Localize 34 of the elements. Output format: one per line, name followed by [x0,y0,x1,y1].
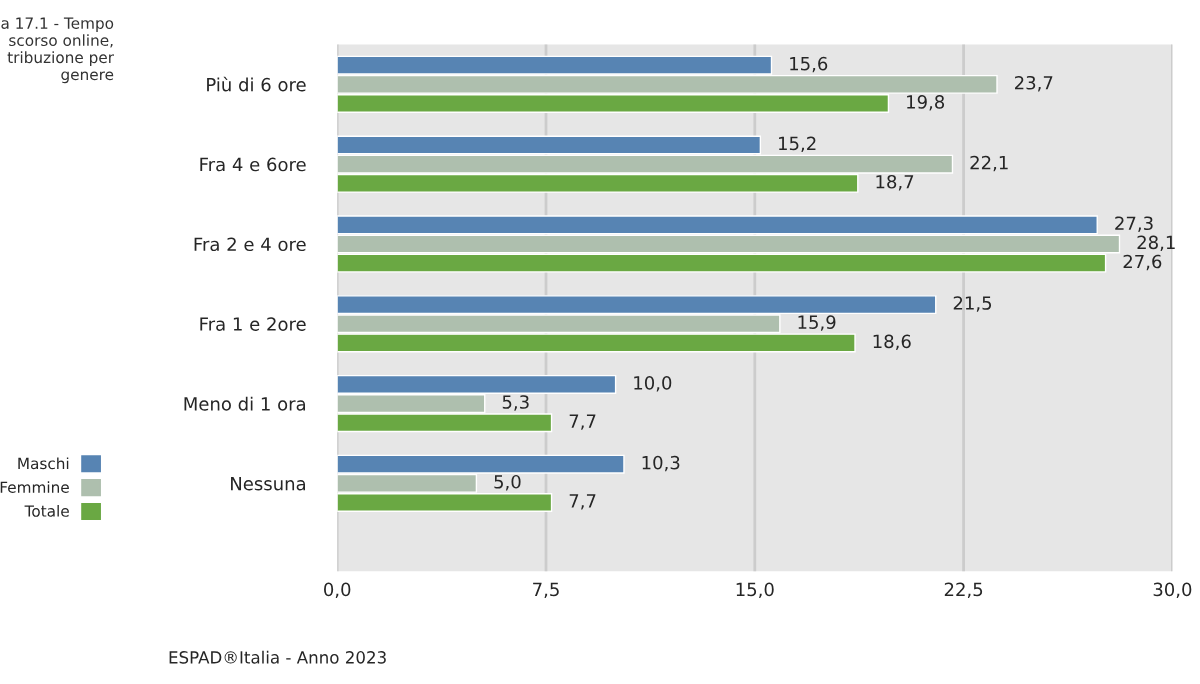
y-tick-label: Nessuna [231,477,306,491]
x-tick-label: 30,0 [1153,582,1192,599]
x-tick-label: 7,5 [533,582,559,599]
data-label: 7,7 [569,414,596,430]
y-tick-label: Meno di 1 ora [184,396,305,411]
data-label: 27,6 [1123,254,1162,271]
x-tick-label: 0,0 [324,582,351,599]
y-tick-label: Fra 1 e 2ore [200,317,306,331]
text: ESPAD®Italia - Anno 2023 [169,650,386,664]
data-label: 27,3 [1115,216,1153,232]
text: a 17.1 - Tempo scorso online, tribuzione per genere [1,17,114,84]
legend-label: Femmine [0,481,69,494]
data-label: 22,1 [970,155,1008,172]
data-label: 10,3 [642,455,680,472]
data-label: 15,9 [798,315,836,331]
data-label: 5,3 [502,395,529,411]
data-label: 10,0 [634,375,672,392]
y-tick-label: Più di 6 ore [207,76,306,92]
data-label: 28,1 [1137,235,1175,252]
data-label: 15,2 [779,136,816,153]
legend-label: Totale [24,504,69,517]
data-label: 23,7 [1015,75,1053,92]
y-tick-label: Fra 2 e 4 ore [194,237,306,252]
data-label: 7,7 [569,494,596,510]
data-label: 18,7 [876,174,914,191]
data-label: 21,5 [953,296,992,312]
y-tick-label: Fra 4 e 6ore [200,157,306,172]
data-label: 18,6 [873,334,911,350]
data-label: 5,0 [494,474,521,491]
x-tick-label: 22,5 [944,582,983,599]
data-label: 19,8 [907,95,945,111]
legend-label: Maschi [18,457,69,470]
x-tick-label: 15,0 [736,582,774,599]
data-label: 15,6 [790,56,828,73]
